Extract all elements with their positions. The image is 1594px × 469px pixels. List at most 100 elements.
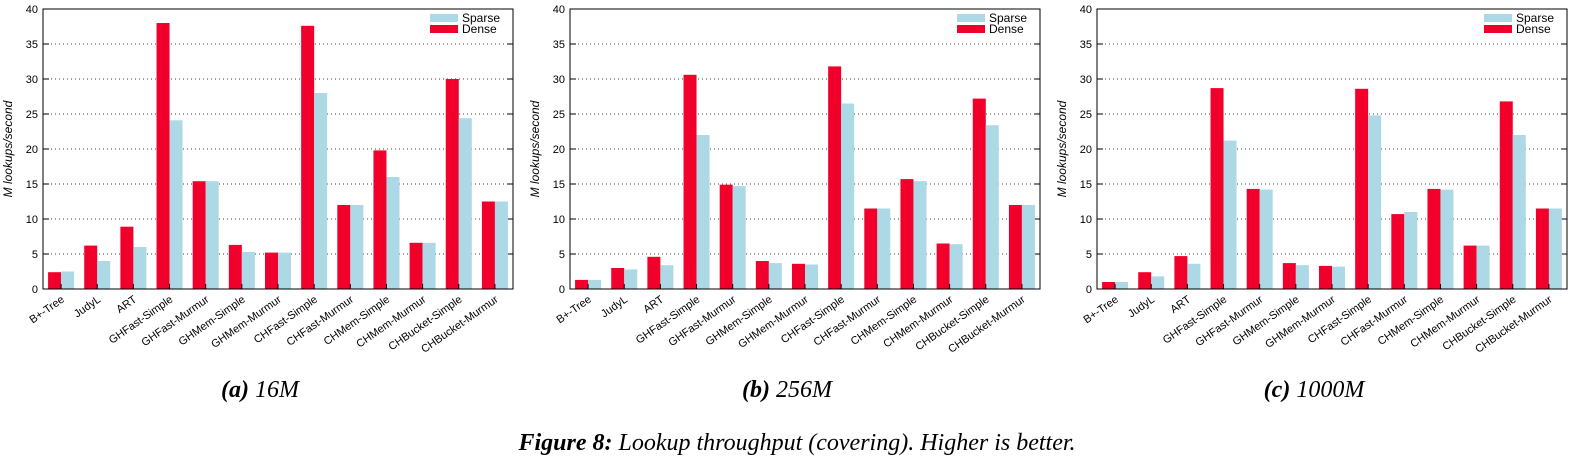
bar-dense [611, 268, 625, 289]
panel-label: (b) [742, 377, 770, 403]
bar-sparse [494, 201, 508, 289]
y-tick-label: 20 [1080, 144, 1092, 156]
y-axis-label: M lookups/second [528, 100, 542, 197]
y-tick-label: 35 [26, 39, 38, 51]
bar-dense [1391, 214, 1405, 289]
bar-sparse [1259, 189, 1273, 289]
figure-caption: Figure 8: Lookup throughput (covering). … [517, 430, 1075, 456]
bar-sparse [1476, 245, 1490, 289]
bar-sparse [588, 279, 602, 289]
bar-dense [1138, 272, 1152, 289]
y-tick-label: 5 [32, 249, 38, 261]
bar-sparse [1548, 208, 1562, 289]
y-tick-label: 25 [1080, 109, 1092, 121]
bar-dense [48, 272, 62, 289]
bar-sparse [169, 120, 183, 289]
bar-dense [337, 205, 351, 289]
legend-dense-swatch [1484, 25, 1512, 33]
bar-dense [1535, 208, 1549, 289]
y-tick-label: 0 [1086, 284, 1092, 296]
y-axis-label: M lookups/second [1055, 100, 1069, 197]
bar-sparse [985, 125, 999, 289]
legend-sparse-label: Sparse [1516, 11, 1554, 25]
bar-dense [755, 261, 769, 289]
bar-sparse [205, 181, 219, 289]
y-tick-label: 30 [26, 74, 38, 86]
legend-dense-label: Dense [989, 22, 1024, 36]
y-tick-label: 5 [559, 249, 565, 261]
bar-dense [900, 179, 914, 289]
plot-frame [1096, 8, 1568, 290]
bar-dense [647, 256, 661, 289]
bar-sparse [732, 186, 746, 289]
bar-sparse [422, 242, 436, 289]
y-tick-label: 30 [553, 74, 565, 86]
plot-frame [569, 8, 1041, 290]
bar-sparse [877, 208, 891, 289]
x-tick-label: B+-Tree [1081, 294, 1120, 327]
bar-sparse [350, 205, 364, 289]
bar-dense [192, 181, 206, 289]
y-tick-label: 5 [1086, 249, 1092, 261]
bar-sparse [386, 177, 400, 289]
bar-sparse [1368, 115, 1382, 290]
bar-dense [1427, 188, 1441, 289]
legend-dense-label: Dense [1516, 22, 1551, 36]
y-tick-label: 20 [553, 144, 565, 156]
panel-subcaption: (a) 16M [221, 377, 301, 403]
y-tick-label: 15 [26, 179, 38, 191]
legend-sparse-swatch [1484, 14, 1512, 22]
legend-sparse-label: Sparse [462, 11, 500, 25]
bar-dense [409, 242, 423, 289]
x-tick-label: B+-Tree [554, 294, 593, 327]
bar-dense [1319, 265, 1332, 289]
bar-sparse [1021, 205, 1035, 289]
bar-sparse [660, 265, 674, 289]
y-tick-label: 25 [553, 109, 565, 121]
y-tick-label: 10 [553, 214, 565, 226]
bar-sparse [1223, 140, 1237, 289]
bar-sparse [624, 269, 638, 289]
panel-title: 16M [249, 377, 301, 403]
bar-sparse [1512, 135, 1526, 289]
panel-title: 1000M [1290, 377, 1366, 403]
x-tick-label: JudyL [72, 294, 103, 321]
bar-dense [575, 279, 589, 289]
y-tick-label: 0 [559, 284, 565, 296]
y-tick-label: 15 [1080, 179, 1092, 191]
bar-dense [1008, 205, 1022, 289]
bar-sparse [768, 263, 782, 289]
bar-sparse [841, 103, 855, 289]
y-tick-label: 25 [26, 109, 38, 121]
bar-dense [936, 243, 950, 289]
x-tick-label: JudyL [1126, 294, 1157, 321]
bar-dense [1355, 88, 1369, 289]
legend-dense-label: Dense [462, 22, 497, 36]
bar-sparse [133, 247, 147, 289]
bar-sparse [805, 264, 818, 289]
bar-sparse [278, 252, 291, 289]
bar-sparse [61, 271, 75, 289]
bar-dense [1102, 282, 1116, 289]
bar-sparse [1404, 212, 1418, 289]
bar-sparse [1115, 282, 1129, 289]
panel-subcaption: (c) 1000M [1264, 377, 1367, 403]
bar-sparse [1440, 189, 1454, 289]
bar-dense [1282, 263, 1296, 289]
legend-dense-swatch [430, 25, 458, 33]
y-tick-label: 10 [1080, 214, 1092, 226]
bar-dense [864, 208, 878, 289]
bar-dense [84, 245, 98, 289]
bar-dense [683, 74, 697, 289]
y-tick-label: 35 [1080, 39, 1092, 51]
panel-subcaption: (b) 256M [742, 377, 834, 403]
panel-label: (c) [1264, 377, 1291, 403]
bar-dense [828, 66, 842, 290]
bar-dense [120, 226, 134, 289]
bar-sparse [1187, 263, 1201, 289]
bar-sparse [1295, 265, 1309, 289]
